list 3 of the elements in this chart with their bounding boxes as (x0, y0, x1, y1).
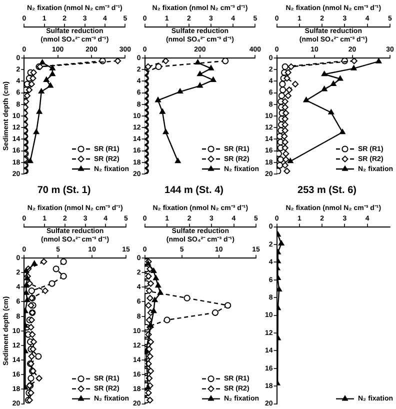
text: 253 m (St. 6) (298, 184, 356, 196)
text: 70 m (St. 1) (37, 184, 91, 196)
text: 144 m (St. 4) (164, 184, 224, 196)
